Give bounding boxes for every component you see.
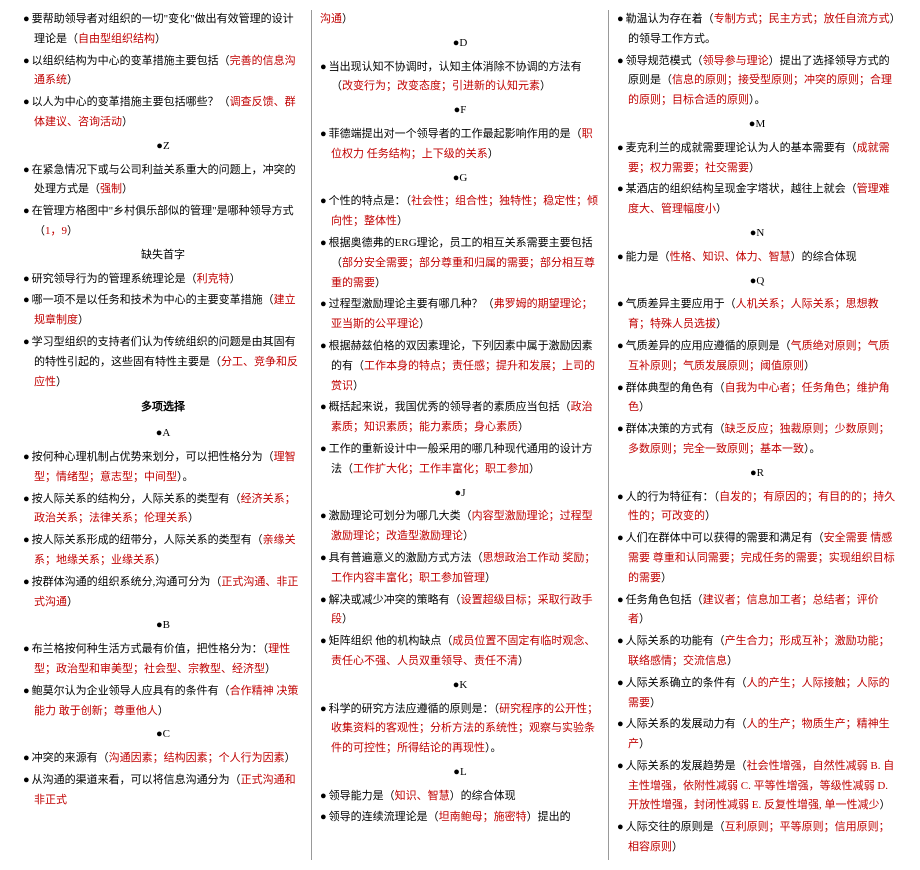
column-3: 勒温认为存在着（专制方式；民主方式；放任自流方式）的领导工作方式。 领导规范模式… [609,10,905,860]
q-item: 人际关系确立的条件有（人的产生；人际接触；人际的需要） [617,674,897,714]
q-item-cont: 沟通） [320,10,600,30]
q-item: 气质差异的应用应遵循的原则是（气质绝对原则；气质互补原则；气质发展原则；阈值原则… [617,337,897,377]
letter-header: ●N [617,224,897,244]
q-item: 群体典型的角色有（自我为中心者；任务角色；维护角色） [617,379,897,419]
q-item: 具有普遍意义的激励方式方法（思想政治工作动 奖励；工作内容丰富化；职工参加管理） [320,549,600,589]
q-item: 以人为中心的变革措施主要包括哪些？（调查反馈、群体建议、咨询活动） [23,93,303,133]
q-item: 菲德端提出对一个领导者的工作最起影响作用的是（职位权力 任务结构；上下级的关系） [320,125,600,165]
q-item: 个性的特点是：（社会性；组合性；独特性；稳定性；倾向性；整体性） [320,192,600,232]
q-item: 布兰格按何种生活方式最有价值，把性格分为：（理性型；政治型和审美型；社会型、宗教… [23,640,303,680]
letter-header: ●B [23,616,303,636]
q-item: 当出现认知不协调时，认知主体消除不协调的方法有（改变行为；改变态度；引进新的认知… [320,58,600,98]
q-item: 矩阵组织 他的机构缺点（成员位置不固定有临时观念、责任心不强、人员双重领导、责任… [320,632,600,672]
q-item: 哪一项不是以任务和技术为中心的主要变革措施（建立规章制度） [23,291,303,331]
column-2: 沟通） ●D 当出现认知不协调时，认知主体消除不协调的方法有（改变行为；改变态度… [312,10,609,860]
q-item: 任务角色包括（建议者；信息加工者；总结者；评价者） [617,591,897,631]
q-item: 按人际关系形成的纽带分，人际关系的类型有（亲缘关系；地缘关系；业缘关系） [23,531,303,571]
letter-header: ●D [320,34,600,54]
q-item: 激励理论可划分为哪几大类（内容型激励理论；过程型激励理论；改造型激励理论） [320,507,600,547]
letter-header: 缺失首字 [23,246,303,266]
letter-header: ●C [23,725,303,745]
q-item: 要帮助领导者对组织的一切"变化"做出有效管理的设计理论是（自由型组织结构） [23,10,303,50]
q-item: 学习型组织的支持者们认为传统组织的问题是由其固有的特性引起的，这些固有特性主要是… [23,333,303,392]
q-item: 工作的重新设计中一般采用的哪几种现代通用的设计方法（工作扩大化；工作丰富化；职工… [320,440,600,480]
three-column-layout: 要帮助领导者对组织的一切"变化"做出有效管理的设计理论是（自由型组织结构） 以组… [15,10,905,860]
q-item: 按人际关系的结构分，人际关系的类型有（经济关系；政治关系；法律关系；伦理关系） [23,490,303,530]
q-item: 人际交往的原则是（互利原则；平等原则；信用原则；相容原则） [617,818,897,858]
q-item: 群体决策的方式有（缺乏反应；独裁原则；少数原则；多数原则；完全一致原则；基本一致… [617,420,897,460]
q-item: 按何种心理机制占优势来划分，可以把性格分为（理智型；情绪型；意志型；中间型）。 [23,448,303,488]
q-item: 气质差异主要应用于（人机关系；人际关系；思想教育；特殊人员选拔） [617,295,897,335]
q-item: 领导能力是（知识、智慧）的综合体现 [320,787,600,807]
q-item: 在管理方格图中"乡村俱乐部似的管理"是哪种领导方式（1，9） [23,202,303,242]
column-1: 要帮助领导者对组织的一切"变化"做出有效管理的设计理论是（自由型组织结构） 以组… [15,10,312,860]
q-item: 人们在群体中可以获得的需要和满足有（安全需要 情感需要 尊重和认同需要；完成任务… [617,529,897,588]
letter-header: ●Z [23,137,303,157]
letter-header: ●A [23,424,303,444]
q-item: 解决或减少冲突的策略有（设置超级目标；采取行政手段） [320,591,600,631]
section-header: 多项选择 [23,398,303,418]
q-item: 麦克利兰的成就需要理论认为人的基本需要有（成就需要；权力需要；社交需要） [617,139,897,179]
q-item: 领导规范模式（领导参与理论）提出了选择领导方式的原则是（信息的原则；接受型原则；… [617,52,897,111]
q-item: 某酒店的组织结构呈现金字塔状，越往上就会（管理难度大、管理幅度小） [617,180,897,220]
letter-header: ●K [320,676,600,696]
q-item: 鲍莫尔认为企业领导人应具有的条件有（合作精神 决策能力 敢于创新；尊重他人） [23,682,303,722]
q-item: 能力是（性格、知识、体力、智慧）的综合体现 [617,248,897,268]
q-item: 科学的研究方法应遵循的原则是：（研究程序的公开性；收集资料的客观性；分析方法的系… [320,700,600,759]
q-item: 人的行为特征有：（自发的；有原因的；有目的的；持久性的；可改变的） [617,488,897,528]
letter-header: ●M [617,115,897,135]
q-item: 从沟通的渠道来看，可以将信息沟通分为（正式沟通和非正式 [23,771,303,811]
letter-header: ●G [320,169,600,189]
q-item: 概括起来说，我国优秀的领导者的素质应当包括（政治素质；知识素质；能力素质；身心素… [320,398,600,438]
letter-header: ●J [320,484,600,504]
q-item: 过程型激励理论主要有哪几种？（弗罗姆的期望理论；亚当斯的公平理论） [320,295,600,335]
q-item: 勒温认为存在着（专制方式；民主方式；放任自流方式）的领导工作方式。 [617,10,897,50]
q-item: 人际关系的功能有（产生合力；形成互补；激励功能；联络感情；交流信息） [617,632,897,672]
q-item: 根据奥德弗的ERG理论，员工的相互关系需要主要包括（部分安全需要；部分尊重和归属… [320,234,600,293]
q-item: 人际关系的发展趋势是（社会性增强，自然性减弱 B. 自主性增强，依附性减弱 C.… [617,757,897,816]
letter-header: ●Q [617,272,897,292]
letter-header: ●F [320,101,600,121]
q-item: 根据赫兹伯格的双因素理论，下列因素中属于激励因素的有（工作本身的特点；责任感；提… [320,337,600,396]
q-item: 研究领导行为的管理系统理论是（利克特） [23,270,303,290]
letter-header: ●R [617,464,897,484]
q-item: 在紧急情况下或与公司利益关系重大的问题上，冲突的处理方式是（强制） [23,161,303,201]
q-item: 以组织结构为中心的变革措施主要包括（完善的信息沟通系统） [23,52,303,92]
letter-header: ●L [320,763,600,783]
q-item: 冲突的来源有（沟通因素；结构因素；个人行为因素） [23,749,303,769]
q-item: 领导的连续流理论是（坦南鲍母；施密特）提出的 [320,808,600,828]
q-item: 人际关系的发展动力有（人的生产；物质生产；精神生产） [617,715,897,755]
q-item: 按群体沟通的组织系统分,沟通可分为（正式沟通、非正式沟通） [23,573,303,613]
